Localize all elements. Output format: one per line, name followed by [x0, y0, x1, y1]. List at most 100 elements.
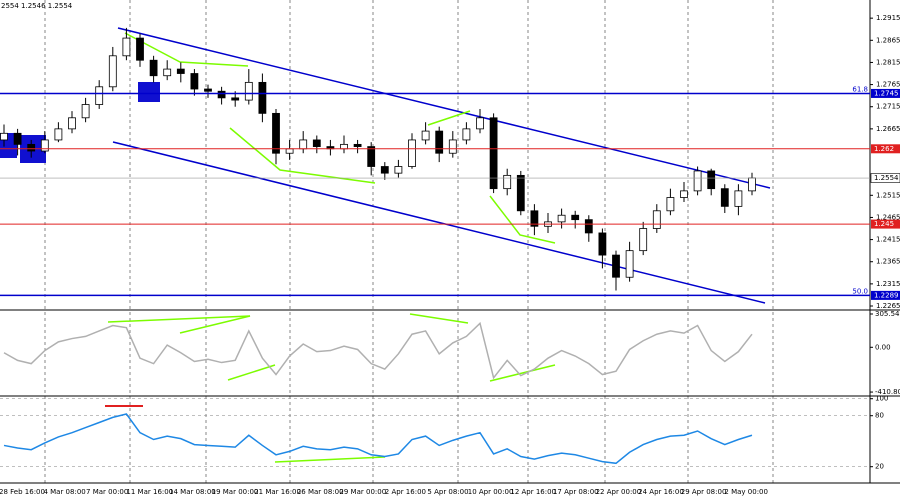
candle-body: [598, 232, 607, 256]
candle-body: [380, 166, 389, 174]
y-tick-label: 80: [875, 412, 884, 420]
candle-body: [584, 219, 593, 234]
candle-body: [680, 190, 688, 198]
level-label: 1.262: [874, 145, 894, 153]
candle-body: [54, 128, 63, 141]
x-tick-label: 11 Mar 16:00: [126, 488, 173, 496]
candle-body: [666, 197, 675, 212]
x-tick-label: 14 Mar 08:00: [169, 488, 216, 496]
candle-body: [217, 90, 226, 99]
level-label-box: [871, 219, 900, 229]
candle-body: [530, 210, 539, 227]
zone: [138, 82, 160, 102]
candle-body: [353, 143, 362, 147]
level-label: 1.245: [874, 220, 894, 228]
x-tick-label: 21 Mar 16:00: [254, 488, 301, 496]
x-tick-label: 2 Apr 16:00: [385, 488, 426, 496]
candle-body: [312, 139, 321, 147]
y-tick-label: 1.2815: [876, 58, 900, 66]
x-tick-label: 12 Apr 16:00: [510, 488, 556, 496]
candle-body: [734, 190, 743, 207]
candle-body: [571, 214, 580, 221]
y-tick-label: 1.2665: [876, 125, 900, 133]
candle-body: [625, 250, 634, 278]
candle-body: [176, 68, 185, 74]
y-tick-label: 1.2415: [876, 236, 900, 244]
divergence-lines: [107, 32, 556, 463]
x-tick-label: 2 May 00:00: [724, 488, 768, 496]
candle-body: [122, 37, 131, 57]
y-tick-label: 1.2365: [876, 258, 900, 266]
divergence: [227, 364, 276, 381]
candle-body: [204, 88, 212, 92]
candle-body: [707, 170, 716, 190]
y-tick-label: 0.00: [875, 343, 891, 351]
divergence: [427, 110, 471, 126]
candle-body: [462, 128, 471, 141]
divergence: [489, 195, 556, 244]
candle-body: [13, 132, 22, 145]
candle-body: [489, 117, 498, 190]
candle-body: [163, 68, 172, 77]
x-tick-label: 29 Mar 00:00: [339, 488, 386, 496]
candle-body: [476, 117, 484, 130]
header: 2554 1.2546 1.2554: [1, 2, 73, 10]
y-tick-label: 305.5401: [875, 310, 900, 318]
y-tick-label: -410.803: [875, 388, 900, 396]
candle-body: [639, 228, 648, 252]
grid: [44, 0, 774, 483]
candle-body: [448, 139, 457, 154]
candle-body: [503, 174, 512, 190]
divergence: [179, 315, 251, 334]
candle-body: [720, 188, 729, 207]
y-tick-label: 1.2315: [876, 280, 900, 288]
y-tick-label: 20: [875, 463, 884, 471]
zones: [0, 82, 160, 163]
x-tick-label: 29 Apr 08:00: [681, 488, 727, 496]
candle-body: [421, 130, 430, 141]
y-tick-label: 1.2715: [876, 103, 900, 111]
candle-body: [272, 112, 280, 154]
divergence: [229, 127, 376, 184]
x-tick-label: 4 Mar 08:00: [43, 488, 85, 496]
level-label-box: [871, 88, 900, 98]
level-label-box: [871, 144, 900, 154]
candle-body: [408, 139, 416, 167]
x-tick-label: 26 Mar 08:00: [297, 488, 344, 496]
divergence: [274, 456, 386, 463]
x-tick-label: 10 Apr 00:00: [468, 488, 514, 496]
y-tick-label: 1.2265: [876, 302, 900, 310]
candle-body: [68, 117, 76, 130]
x-tick-label: 5 Apr 08:00: [427, 488, 468, 496]
candle-body: [285, 148, 294, 154]
divergence: [489, 364, 556, 382]
candle-body: [108, 55, 117, 88]
candle-body: [231, 97, 240, 101]
candle-body: [557, 214, 566, 223]
candle-body: [0, 132, 8, 141]
candle-body: [652, 210, 661, 229]
marks: [0, 27, 756, 291]
candle-body: [748, 177, 756, 192]
divergence: [409, 313, 469, 324]
candle-body: [136, 37, 144, 61]
candle-body: [95, 86, 104, 105]
x-tick-label: 19 Mar 00:00: [212, 488, 259, 496]
x-tick-label: 28 Feb 16:00: [0, 488, 45, 496]
rsi-line: [3, 413, 753, 465]
candle-body: [190, 73, 199, 90]
channel-upper: [117, 27, 771, 189]
level-label: 1.2289: [874, 291, 899, 299]
x-tick-label: 7 Mar 00:00: [86, 488, 128, 496]
candle-body: [149, 59, 158, 77]
candle-body: [516, 174, 525, 212]
candle-body: [340, 143, 348, 150]
y-tick-label: 1.2515: [876, 191, 900, 199]
channel-lower: [112, 141, 766, 304]
candle-body: [299, 139, 308, 150]
y-tick-label: 1.2865: [876, 36, 900, 44]
x-tick-label: 17 Apr 08:00: [553, 488, 599, 496]
y-tick-label: 1.2915: [876, 14, 900, 22]
level-label: 1.2745: [874, 89, 899, 97]
candle-body: [27, 143, 36, 152]
